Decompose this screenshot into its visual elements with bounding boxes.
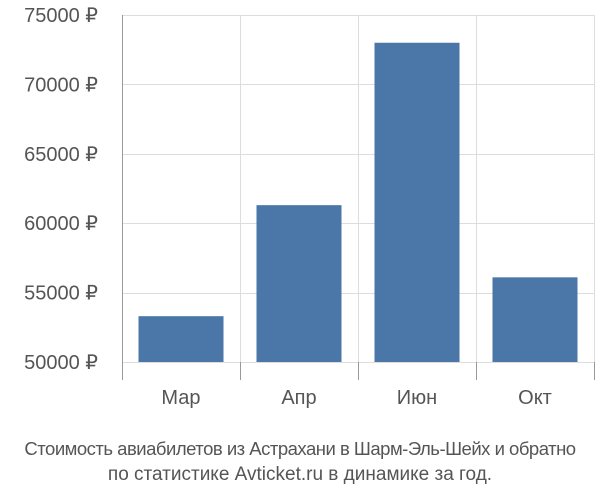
y-tick-label: 60000 ₽ bbox=[24, 213, 98, 235]
bar-Апр bbox=[256, 205, 342, 362]
chart-caption-line-2: по статистике Avticket.ru в динамике за … bbox=[107, 464, 493, 485]
axes bbox=[122, 15, 595, 380]
grid-lines bbox=[122, 15, 595, 363]
bar-Окт bbox=[492, 277, 578, 362]
chart-caption-line-1: Стоимость авиабилетов из Астрахани в Шар… bbox=[24, 438, 576, 459]
y-tick-label: 55000 ₽ bbox=[24, 283, 98, 305]
bars bbox=[138, 42, 578, 362]
bar-chart: 50000 ₽ 55000 ₽ 60000 ₽ 65000 ₽ 70000 ₽ 75000… bbox=[24, 5, 595, 409]
x-tick-labels: Мар Апр Июн Окт bbox=[161, 387, 551, 409]
y-tick-label: 70000 ₽ bbox=[24, 74, 98, 96]
x-tick-label: Окт bbox=[518, 387, 552, 409]
bar-Мар bbox=[138, 316, 224, 362]
x-tick-label: Апр bbox=[281, 387, 316, 409]
x-tick-label: Мар bbox=[161, 387, 200, 409]
y-tick-label: 75000 ₽ bbox=[24, 5, 98, 27]
x-tick-label: Июн bbox=[397, 387, 437, 409]
bar-Июн bbox=[374, 42, 460, 362]
y-tick-label: 50000 ₽ bbox=[24, 352, 98, 374]
y-tick-labels: 50000 ₽ 55000 ₽ 60000 ₽ 65000 ₽ 70000 ₽ 75000… bbox=[24, 5, 98, 374]
y-tick-label: 65000 ₽ bbox=[24, 144, 98, 166]
